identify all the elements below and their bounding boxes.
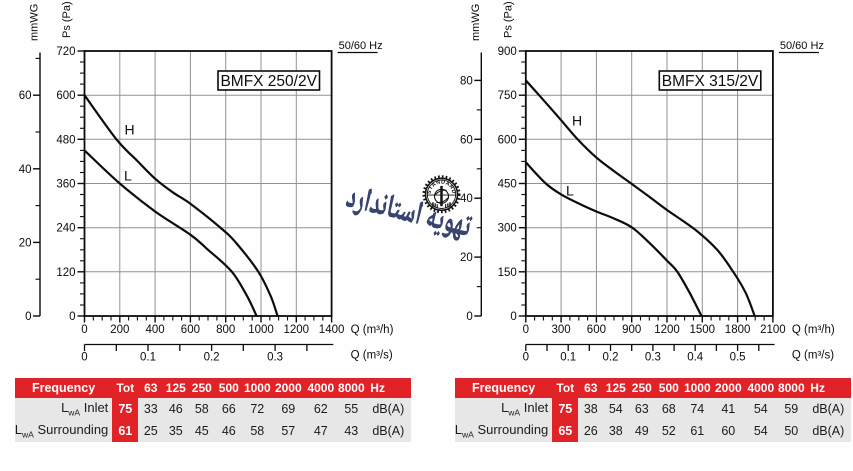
svg-text:L: L (124, 168, 132, 184)
svg-text:150: 150 (498, 267, 517, 279)
svg-text:0.3: 0.3 (267, 352, 283, 364)
svg-text:750: 750 (498, 90, 517, 102)
svg-text:120: 120 (56, 267, 75, 279)
svg-text:0: 0 (25, 311, 31, 323)
svg-text:600: 600 (56, 90, 75, 102)
svg-text:H: H (125, 122, 135, 138)
svg-text:0: 0 (523, 324, 529, 336)
svg-text:Q (m³/h): Q (m³/h) (351, 324, 394, 336)
svg-text:60: 60 (460, 134, 473, 146)
svg-text:20: 20 (460, 252, 473, 264)
svg-text:0: 0 (81, 352, 87, 364)
svg-text:1200: 1200 (654, 324, 680, 336)
svg-text:40: 40 (19, 164, 32, 176)
svg-text:0: 0 (81, 324, 87, 336)
svg-text:H: H (572, 113, 582, 129)
svg-text:600: 600 (181, 324, 200, 336)
svg-text:240: 240 (56, 223, 75, 235)
svg-text:50/60 Hz: 50/60 Hz (780, 40, 824, 52)
svg-text:0.1: 0.1 (560, 352, 576, 364)
svg-text:900: 900 (622, 324, 641, 336)
svg-text:600: 600 (587, 324, 606, 336)
svg-text:Ps (Pa): Ps (Pa) (61, 1, 73, 38)
svg-text:1800: 1800 (725, 324, 751, 336)
svg-text:0.3: 0.3 (645, 352, 661, 364)
svg-text:360: 360 (56, 179, 75, 191)
svg-text:mmWG: mmWG (29, 4, 41, 41)
svg-text:50/60 Hz: 50/60 Hz (339, 40, 383, 52)
svg-text:0: 0 (466, 311, 472, 323)
svg-text:mmWG: mmWG (470, 4, 482, 41)
svg-text:800: 800 (216, 324, 235, 336)
svg-text:L: L (566, 183, 574, 199)
svg-text:20: 20 (19, 237, 32, 249)
svg-text:0.4: 0.4 (687, 352, 704, 364)
svg-text:60: 60 (19, 90, 32, 102)
svg-text:BMFX 250/2V: BMFX 250/2V (220, 73, 317, 90)
svg-text:Q (m³/h): Q (m³/h) (792, 324, 835, 336)
svg-text:1500: 1500 (690, 324, 716, 336)
svg-text:300: 300 (498, 223, 517, 235)
svg-text:Q (m³/s): Q (m³/s) (351, 350, 393, 362)
svg-text:0.1: 0.1 (140, 352, 156, 364)
svg-text:Q (m³/s): Q (m³/s) (792, 350, 834, 362)
svg-text:0.2: 0.2 (603, 352, 619, 364)
svg-text:480: 480 (56, 134, 75, 146)
svg-text:0: 0 (523, 352, 529, 364)
svg-text:Ps (Pa): Ps (Pa) (502, 1, 514, 38)
svg-text:200: 200 (110, 324, 129, 336)
svg-text:0: 0 (510, 311, 516, 323)
svg-text:450: 450 (498, 179, 517, 191)
svg-text:80: 80 (460, 75, 473, 87)
svg-text:1200: 1200 (284, 324, 310, 336)
svg-text:0: 0 (69, 311, 75, 323)
svg-text:300: 300 (552, 324, 571, 336)
svg-text:1000: 1000 (248, 324, 274, 336)
svg-text:2100: 2100 (760, 324, 786, 336)
svg-text:600: 600 (498, 134, 517, 146)
svg-text:400: 400 (146, 324, 165, 336)
svg-text:0.2: 0.2 (204, 352, 220, 364)
svg-text:900: 900 (498, 46, 517, 58)
svg-text:0.5: 0.5 (730, 352, 746, 364)
svg-text:BMFX 315/2V: BMFX 315/2V (662, 73, 759, 90)
svg-text:720: 720 (56, 46, 75, 58)
svg-text:1400: 1400 (319, 324, 345, 336)
svg-text:40: 40 (460, 193, 473, 205)
